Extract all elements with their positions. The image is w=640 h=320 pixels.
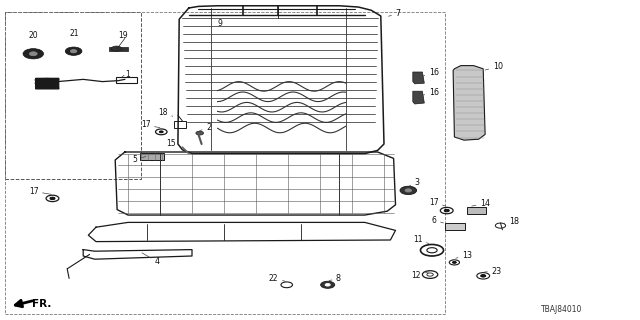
Text: 11: 11: [413, 236, 429, 244]
Polygon shape: [413, 91, 424, 104]
Text: 13: 13: [456, 251, 472, 260]
Text: 16: 16: [421, 68, 439, 77]
Text: 23: 23: [484, 267, 502, 276]
Text: 17: 17: [141, 120, 160, 129]
Circle shape: [50, 197, 55, 200]
Circle shape: [29, 52, 37, 56]
Circle shape: [321, 281, 335, 288]
Polygon shape: [453, 66, 485, 140]
Text: 12: 12: [412, 271, 429, 280]
Text: 8: 8: [329, 274, 341, 283]
Text: TBAJ84010: TBAJ84010: [541, 305, 582, 314]
Bar: [467, 207, 486, 214]
Text: 19: 19: [118, 31, 128, 40]
Circle shape: [65, 47, 82, 55]
Bar: [174, 121, 186, 128]
Text: 6: 6: [431, 216, 444, 225]
Text: 17: 17: [429, 198, 445, 207]
Text: 4: 4: [142, 253, 160, 266]
Text: 20: 20: [29, 31, 38, 40]
Bar: [116, 77, 137, 83]
Text: 21: 21: [69, 29, 79, 38]
Circle shape: [325, 284, 330, 286]
Text: 2: 2: [200, 123, 211, 132]
Circle shape: [444, 209, 449, 212]
Text: 18: 18: [502, 217, 519, 226]
Text: 16: 16: [421, 88, 439, 97]
Circle shape: [23, 49, 44, 59]
Circle shape: [452, 261, 456, 263]
Text: 22: 22: [269, 274, 285, 283]
Circle shape: [400, 186, 417, 195]
Text: 18: 18: [158, 108, 173, 117]
Bar: [109, 47, 128, 51]
Polygon shape: [413, 72, 424, 84]
Text: 9: 9: [218, 19, 223, 28]
Circle shape: [405, 189, 412, 192]
Text: 5: 5: [132, 155, 146, 164]
Text: 7: 7: [388, 9, 401, 18]
Bar: [140, 153, 164, 160]
Bar: [445, 223, 465, 230]
Circle shape: [159, 131, 163, 133]
Text: 17: 17: [29, 187, 51, 196]
Text: 1: 1: [125, 70, 129, 79]
Circle shape: [481, 275, 486, 277]
Text: 15: 15: [166, 139, 181, 148]
Circle shape: [196, 131, 204, 135]
Text: FR.: FR.: [32, 299, 51, 309]
Bar: [5, 12, 141, 179]
Bar: [5, 12, 445, 314]
Circle shape: [70, 50, 77, 53]
Text: 14: 14: [472, 199, 490, 208]
Circle shape: [111, 46, 122, 51]
Text: 3: 3: [410, 178, 420, 187]
Text: 10: 10: [485, 62, 503, 71]
